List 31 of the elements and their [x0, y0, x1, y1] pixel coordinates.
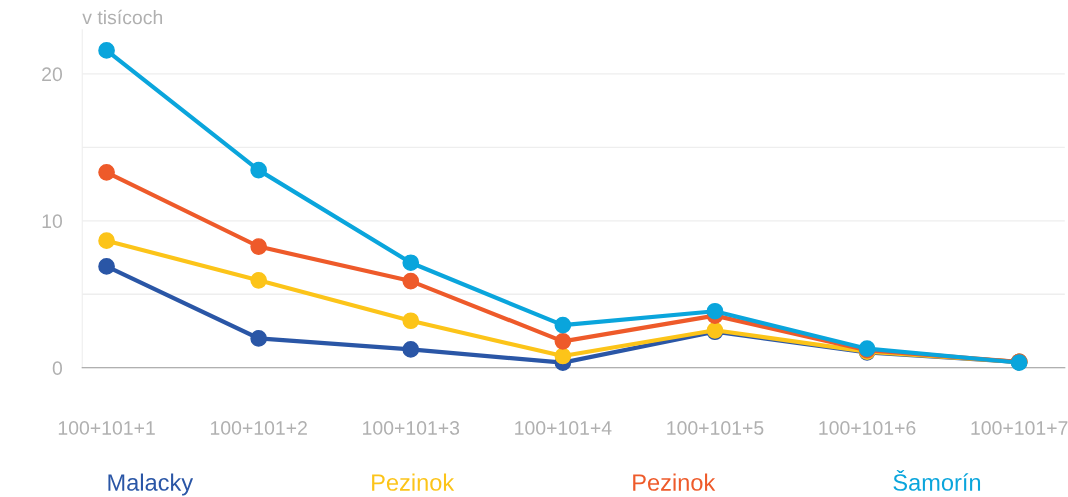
point	[98, 42, 115, 59]
text: Šamorín	[893, 469, 981, 491]
point	[554, 332, 572, 350]
x-tick-label: 100+101+7	[971, 421, 1068, 435]
point	[402, 254, 420, 272]
y-tick-label: 10	[42, 214, 63, 229]
point	[98, 258, 115, 275]
y-tick-label: 0	[52, 361, 63, 376]
x-tick-label: 100+101+3	[363, 421, 460, 435]
point	[402, 341, 420, 358]
text: Pezinok	[633, 473, 716, 491]
x-tick-label: 100+101+5	[667, 421, 764, 435]
point	[554, 316, 572, 334]
point	[250, 272, 268, 289]
point	[250, 330, 268, 347]
point	[402, 312, 420, 330]
point	[98, 164, 115, 181]
point	[250, 161, 268, 179]
point	[402, 272, 420, 290]
point	[98, 232, 115, 250]
text: Malacky	[108, 473, 194, 496]
x-tick-label: 100+101+6	[819, 421, 916, 435]
text: Pezinok	[372, 473, 455, 491]
x-tick-label: 100+101+4	[515, 421, 612, 435]
y-axis-title: v tisícoch	[82, 9, 163, 25]
x-tick-label: 100+101+1	[58, 421, 155, 435]
x-tick-label: 100+101+2	[210, 421, 307, 435]
point	[250, 238, 268, 255]
point	[554, 347, 572, 365]
y-tick-label: 20	[42, 67, 63, 82]
point	[706, 302, 724, 320]
